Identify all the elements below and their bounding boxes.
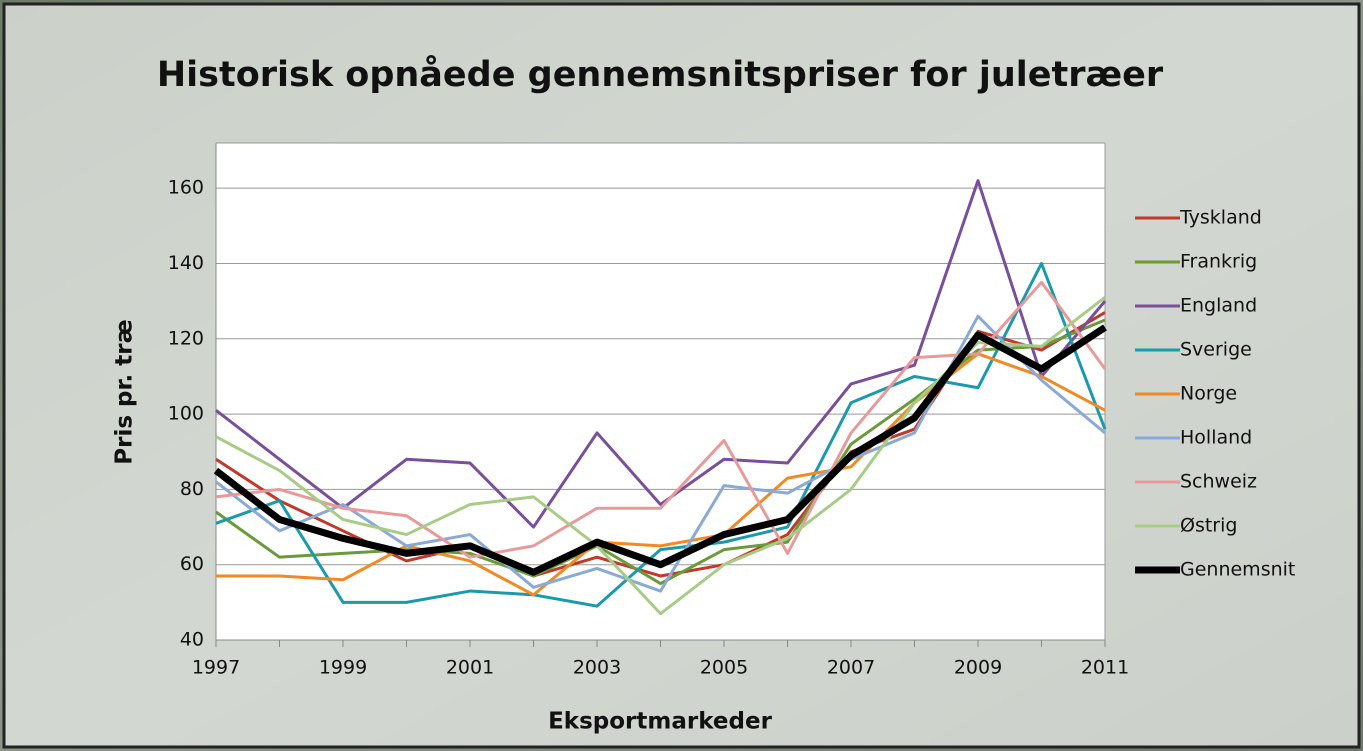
y-tick-label: 140	[168, 252, 204, 274]
legend-label: Gennemsnit	[1180, 559, 1295, 581]
chart-title: Historisk opnåede gennemsnitspriser for …	[157, 54, 1164, 95]
x-tick-label: 2007	[827, 657, 875, 679]
x-tick-label: 2009	[954, 657, 1002, 679]
legend-label: Holland	[1180, 427, 1252, 449]
legend-label: Tyskland	[1179, 207, 1262, 229]
y-tick-label: 120	[168, 327, 204, 349]
x-tick-label: 2011	[1081, 657, 1129, 679]
y-axis-label: Pris pr. træ	[112, 319, 138, 465]
series-line	[215, 179, 1107, 529]
legend-label: Norge	[1180, 383, 1237, 405]
series-line	[216, 352, 1106, 597]
y-tick-label: 160	[168, 177, 204, 199]
legend-label: England	[1180, 295, 1257, 317]
y-tick-label: 60	[180, 553, 204, 575]
y-tick-label: 40	[180, 629, 204, 651]
x-tick-label: 2001	[446, 657, 494, 679]
series-line	[215, 280, 1107, 559]
x-axis-label: Eksportmarkeder	[548, 709, 772, 735]
y-tick-label: 100	[168, 403, 204, 425]
x-tick-label: 2003	[573, 657, 621, 679]
series-line	[215, 261, 1107, 608]
x-tick-label: 1999	[319, 657, 367, 679]
legend-label: Schweiz	[1180, 471, 1257, 493]
y-tick-label: 80	[180, 478, 204, 500]
legend-label: Frankrig	[1180, 251, 1257, 273]
series-line	[213, 324, 1107, 576]
legend-label: Sverige	[1180, 339, 1252, 361]
legend-label: Østrig	[1180, 515, 1237, 537]
x-tick-label: 2005	[700, 657, 748, 679]
plot-area	[216, 143, 1105, 640]
x-tick-label: 1997	[192, 657, 240, 679]
